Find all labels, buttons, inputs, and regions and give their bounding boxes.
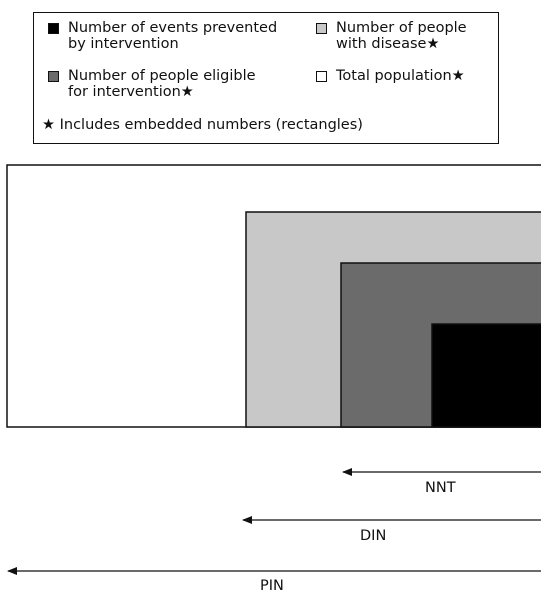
legend-label-line: Number of people eligible <box>68 68 256 84</box>
legend-note: ★ Includes embedded numbers (rectangles) <box>42 117 363 133</box>
nnt-label: NNT <box>425 480 456 496</box>
black-swatch-icon <box>48 23 59 34</box>
events-prevented-rect <box>431 323 541 428</box>
legend-label-line: Total population★ <box>336 68 465 84</box>
legend-label-line: Number of people <box>336 20 467 36</box>
pin-label: PIN <box>260 578 284 594</box>
legend-label-line: for intervention★ <box>68 84 194 100</box>
legend-label-line: with disease★ <box>336 36 440 52</box>
legend-label-line: by intervention <box>68 36 179 52</box>
light-gray-swatch-icon <box>316 23 327 34</box>
din-label: DIN <box>360 528 387 544</box>
legend: Number of events prevented by interventi… <box>33 12 499 144</box>
legend-label-line: Number of events prevented <box>68 20 278 36</box>
white-swatch-icon <box>316 71 327 82</box>
dark-gray-swatch-icon <box>48 71 59 82</box>
